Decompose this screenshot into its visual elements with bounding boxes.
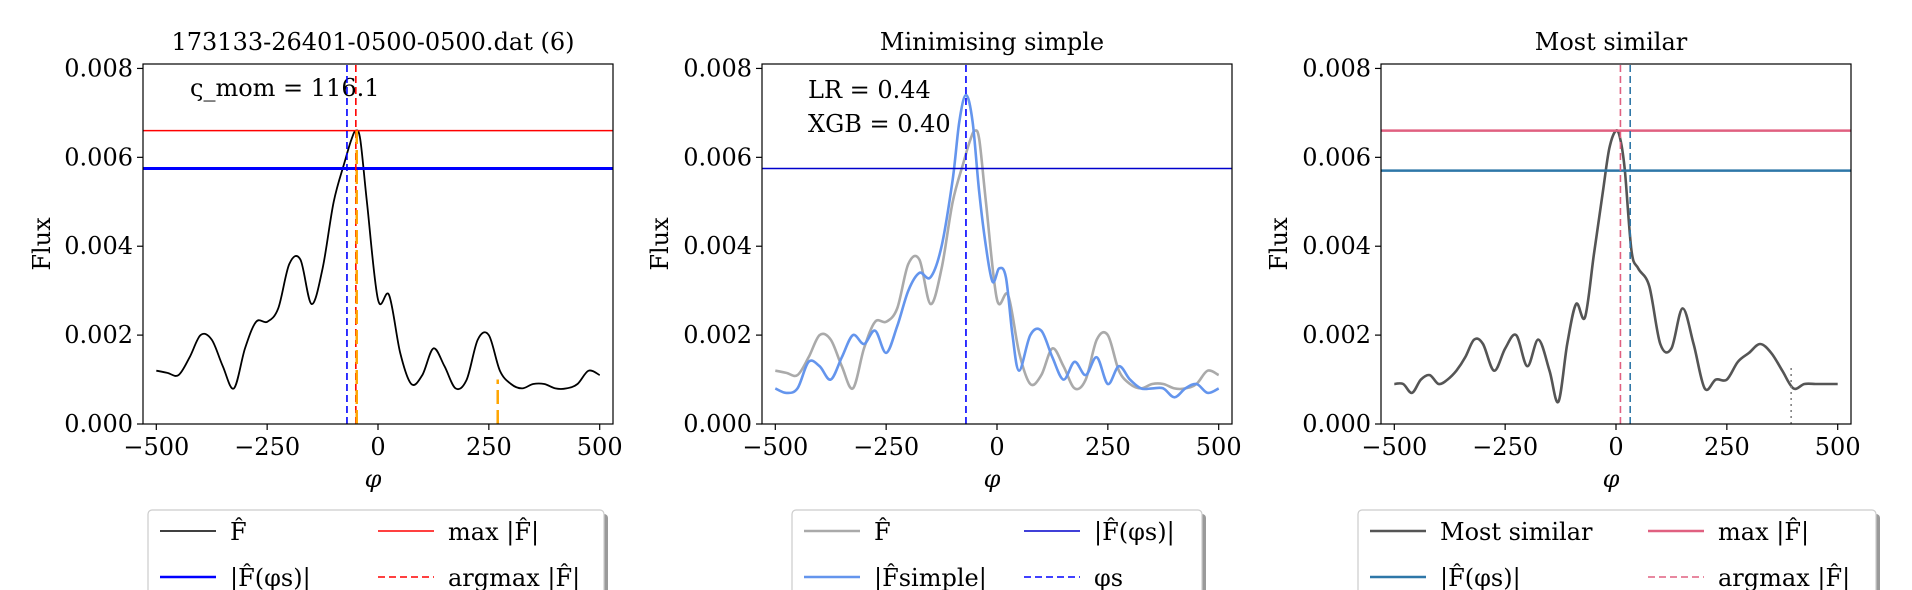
annotation-xgb: XGB = 0.40: [808, 110, 951, 138]
y-tick-label-1-2: 0.002: [64, 321, 133, 349]
x-tick-label-2-4: 250: [1085, 433, 1131, 461]
x-tick-label-3-1: −500: [1361, 433, 1427, 461]
y-tick-label-1-1: 0.000: [64, 410, 133, 438]
y-tick-label-1-5: 0.008: [64, 54, 133, 82]
plot-area-3: −500 −250 0 250 500 0.000 0.002 0.004 0.006 0.008: [1302, 54, 1860, 461]
legend-label-1-2: max |F̂|: [448, 518, 539, 547]
plot-content-1: [143, 64, 613, 424]
legend-1: F̂ max |F̂| |F̂(φs)| argmax |F̂|: [147, 509, 608, 590]
plot-area-2: −500 −250 0 250 500 0.000 0.002 0.004 0.006 0.008: [683, 54, 1241, 461]
chart-panel-2: Minimising simple Flux φ LR = 0.44 XGB =…: [646, 28, 1104, 493]
x-tick-label-1-3: 0: [370, 433, 385, 461]
annotation-lr: LR = 0.44: [808, 76, 931, 104]
legend-label-1-1: F̂: [230, 518, 247, 546]
x-tick-label-3-2: −250: [1472, 433, 1538, 461]
series-line-1-1: [156, 129, 601, 391]
y-axis-label-3: Flux: [1265, 217, 1293, 271]
plot-area-1: −500 −250 0 250 500 0.000 0.002 0.004 0.006 0.008: [64, 54, 622, 461]
chart-panel-3: Most similar Flux φ: [1265, 28, 1688, 493]
x-axis-label-1: φ: [365, 465, 382, 493]
legend-label-2-4: φs: [1094, 564, 1123, 590]
plot-content-3: [1381, 64, 1851, 424]
legend-2: F̂ |F̂(φs)| |F̂simple| φs: [791, 509, 1206, 590]
x-axis-label-3: φ: [1603, 465, 1620, 493]
y-tick-label-3-3: 0.004: [1302, 232, 1371, 260]
axes-frame-1: [142, 63, 614, 425]
y-tick-label-2-5: 0.008: [683, 54, 752, 82]
chart-panel-1: 173133-26401-0500-0500.dat (6) Flux φ ς_…: [28, 28, 575, 493]
x-tick-label-2-3: 0: [989, 433, 1004, 461]
legend-label-1-4: argmax |F̂|: [448, 564, 580, 590]
x-tick-label-3-5: 500: [1815, 433, 1861, 461]
annotation-smom: ς_mom = 116.1: [190, 74, 379, 102]
legend-label-1-3: |F̂(φs)|: [230, 564, 311, 590]
x-tick-label-1-4: 250: [466, 433, 512, 461]
x-tick-label-3-4: 250: [1704, 433, 1750, 461]
y-axis-label-2: Flux: [646, 217, 674, 271]
y-tick-label-2-4: 0.006: [683, 143, 752, 171]
chart-title-2: Minimising simple: [880, 28, 1104, 56]
x-tick-label-1-2: −250: [234, 433, 300, 461]
y-tick-label-3-2: 0.002: [1302, 321, 1371, 349]
x-tick-label-3-3: 0: [1608, 433, 1623, 461]
series-line-2-2: [774, 93, 1220, 399]
x-tick-label-2-5: 500: [1196, 433, 1242, 461]
y-tick-label-2-3: 0.004: [683, 232, 752, 260]
legend-box-2: [791, 509, 1203, 590]
y-tick-label-1-4: 0.006: [64, 143, 133, 171]
x-tick-label-2-2: −250: [853, 433, 919, 461]
legend-box-3: [1357, 509, 1877, 590]
y-tick-label-3-5: 0.008: [1302, 54, 1371, 82]
y-tick-label-2-1: 0.000: [683, 410, 752, 438]
chart-title-3: Most similar: [1535, 28, 1688, 56]
legend-label-2-2: |F̂(φs)|: [1094, 518, 1175, 547]
x-tick-label-1-5: 500: [577, 433, 623, 461]
y-axis-label-1: Flux: [28, 217, 56, 271]
x-tick-label-2-1: −500: [742, 433, 808, 461]
y-tick-label-1-3: 0.004: [64, 232, 133, 260]
y-tick-label-3-1: 0.000: [1302, 410, 1371, 438]
legend-label-2-3: |F̂simple|: [874, 564, 987, 590]
x-tick-label-1-1: −500: [123, 433, 189, 461]
series-line-3-1: [1394, 129, 1838, 404]
legend-box-1: [147, 509, 605, 590]
legend-label-3-1: Most similar: [1440, 518, 1593, 546]
legend-label-3-3: |F̂(φs)|: [1440, 564, 1521, 590]
legend-label-2-1: F̂: [874, 518, 891, 546]
legend-label-3-4: argmax |F̂|: [1718, 564, 1850, 590]
legend-label-3-2: max |F̂|: [1718, 518, 1809, 547]
plot-content-2: [762, 64, 1232, 424]
chart-title-1: 173133-26401-0500-0500.dat (6): [171, 28, 574, 56]
y-tick-label-3-4: 0.006: [1302, 143, 1371, 171]
legend-3: Most similar max |F̂| |F̂(φs)| argmax |F̂|: [1357, 509, 1880, 590]
y-tick-label-2-2: 0.002: [683, 321, 752, 349]
x-axis-label-2: φ: [984, 465, 1001, 493]
